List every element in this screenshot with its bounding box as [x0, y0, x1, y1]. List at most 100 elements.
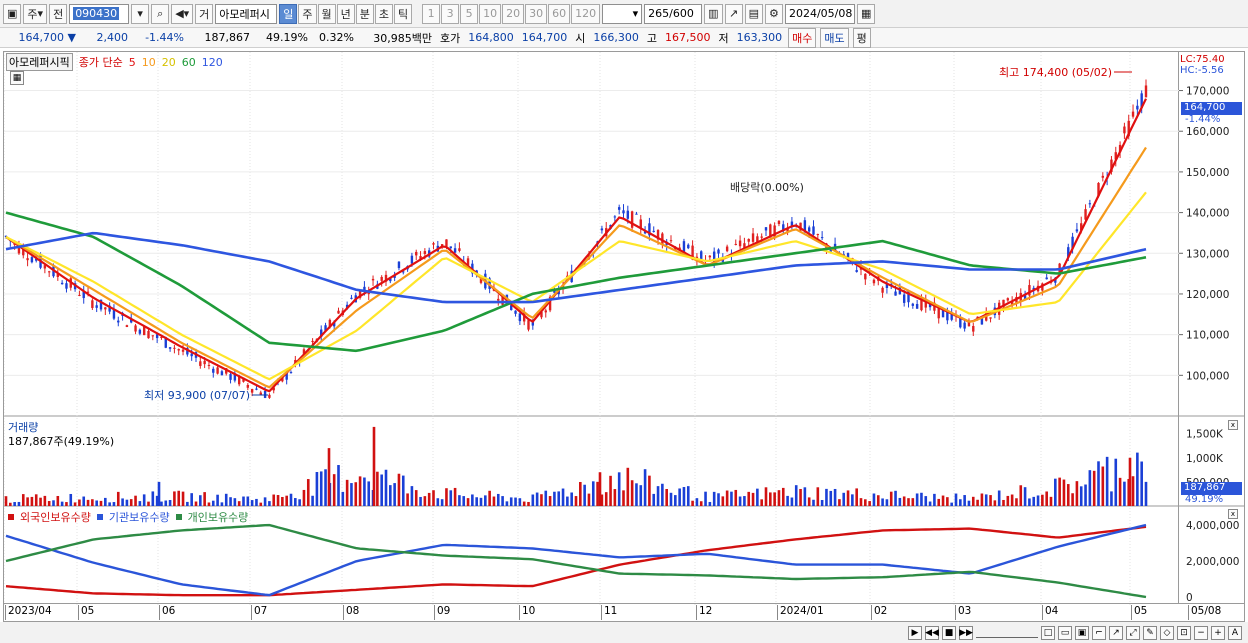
layout-icon[interactable]: ▣	[3, 3, 22, 24]
chart-canvas[interactable]: 최고 174,400 (05/02) 최저 93,900 (07/07) 배당락(0…	[4, 52, 1180, 605]
interval-button-5[interactable]: 30	[525, 3, 548, 24]
volume-bar	[557, 491, 561, 506]
candle-body	[743, 243, 746, 250]
chart-panel[interactable]: 최고 174,400 (05/02) 최저 93,900 (07/07) 배당락(0…	[3, 51, 1180, 605]
prev-button[interactable]: 전	[49, 3, 68, 24]
indicator-icon[interactable]: ↗	[724, 3, 743, 24]
gear-icon[interactable]: ⚙	[764, 3, 783, 24]
candle-body	[497, 298, 500, 301]
close-holding-icon[interactable]: x	[1228, 509, 1238, 519]
period-tab-0[interactable]: 일	[279, 3, 298, 24]
view-icon-3[interactable]: ▣	[1075, 625, 1089, 640]
volume-bar	[458, 495, 461, 506]
volume-bar	[432, 490, 435, 506]
view-icon-4[interactable]: ⌐	[1092, 625, 1106, 640]
volume-bar	[453, 487, 457, 506]
high-value: 167,500	[665, 31, 711, 44]
view-icon-2[interactable]: ▭	[1058, 625, 1072, 640]
buy-button[interactable]: 매수	[788, 27, 817, 48]
interval-button-6[interactable]: 60	[548, 3, 571, 24]
rewind-icon[interactable]: ◀◀	[925, 625, 939, 640]
stock-code-input[interactable]: 090430	[69, 3, 130, 24]
draw-icon-2[interactable]: ⤢	[1126, 625, 1140, 640]
volume-bar	[682, 487, 686, 506]
period-tab-1[interactable]: 주	[298, 3, 317, 24]
interval-button-0[interactable]: 1	[422, 3, 441, 24]
candle-body	[220, 371, 224, 376]
candle-body	[363, 286, 366, 291]
scroll-right-icon[interactable]: ▶	[908, 625, 922, 640]
sell-button[interactable]: 매도	[820, 27, 849, 48]
period-tab-5[interactable]: 초	[374, 3, 394, 24]
holding-line-0	[5, 525, 1147, 597]
interval-button-1[interactable]: 3	[441, 3, 460, 24]
draw-icon-5[interactable]: ⊡	[1177, 625, 1191, 640]
draw-icon-4[interactable]: ◇	[1160, 625, 1174, 640]
ma-legend-4: 120	[201, 55, 223, 69]
candle-icon[interactable]: ▥	[704, 3, 723, 24]
minus-icon[interactable]: −	[1194, 625, 1208, 640]
legend-label: 종가 단순	[78, 56, 123, 69]
candle-body	[82, 290, 85, 299]
volume-bar	[164, 500, 168, 506]
view-icon-1[interactable]: □	[1041, 625, 1055, 640]
grid-icon[interactable]: ▦	[10, 71, 24, 85]
stock-title[interactable]: 아모레퍼시픽	[6, 53, 73, 71]
period-tab-6[interactable]: 틱	[394, 3, 413, 24]
count-field[interactable]: 265/600	[644, 3, 703, 24]
volume-bar	[324, 469, 327, 506]
candle-body	[190, 353, 193, 357]
volume-bar	[799, 488, 802, 506]
period-tab-3[interactable]: 년	[336, 3, 355, 24]
candle-body	[760, 236, 763, 238]
volume-bar	[544, 490, 548, 506]
eval-button[interactable]: 평	[852, 27, 871, 48]
period-tab-4[interactable]: 분	[355, 3, 374, 24]
price-legend: 아모레퍼시픽 종가 단순 5 10 20 60 120	[6, 53, 223, 71]
volume-bar	[259, 502, 263, 506]
price-tick-label: 100,000	[1186, 370, 1229, 382]
close-volume-icon[interactable]: x	[1228, 420, 1238, 430]
stop-icon[interactable]: ■	[942, 625, 956, 640]
volume-bar	[242, 496, 245, 506]
interval-button-4[interactable]: 20	[502, 3, 525, 24]
volume-bar	[82, 496, 86, 506]
candle-body	[108, 305, 111, 312]
range-select[interactable]: ▾	[602, 3, 643, 24]
save-icon[interactable]: ▤	[744, 3, 763, 24]
volume-bar	[21, 494, 25, 506]
text-icon[interactable]: A	[1228, 625, 1242, 640]
volume-bar	[1144, 481, 1148, 506]
candle-body	[829, 249, 832, 252]
fast-forward-icon[interactable]: ▶▶	[959, 625, 973, 640]
account-button[interactable]: 거	[195, 3, 214, 24]
volume-bar	[691, 500, 694, 506]
candle-body	[289, 372, 293, 374]
draw-icon-3[interactable]: ✎	[1143, 625, 1157, 640]
speaker-icon[interactable]: ◀▾	[171, 3, 194, 24]
hoga-sell: 164,800	[468, 31, 514, 44]
volume-bar	[190, 493, 193, 506]
calendar-icon[interactable]: ▦	[856, 3, 876, 24]
volume-bar	[864, 499, 867, 506]
volume-bar	[976, 499, 979, 506]
code-dropdown-icon[interactable]: ▾	[131, 3, 150, 24]
volume-bar	[1092, 470, 1096, 506]
interval-button-7[interactable]: 120	[571, 3, 601, 24]
candle-body	[807, 227, 811, 232]
date-field[interactable]: 2024/05/08	[784, 3, 855, 24]
price-tick-label: 170,000	[1186, 86, 1229, 98]
search-icon[interactable]: ⌕	[151, 3, 170, 24]
hoga-buy: 164,700	[521, 31, 568, 44]
interval-button-2[interactable]: 5	[460, 3, 479, 24]
zoom-slider[interactable]	[976, 628, 1038, 638]
volume-spike	[157, 481, 161, 506]
candle-body	[203, 360, 206, 365]
plus-icon[interactable]: +	[1211, 625, 1225, 640]
holding-tick-label: 4,000,000	[1186, 520, 1239, 532]
period-tab-2[interactable]: 월	[317, 3, 336, 24]
volume-bar	[160, 501, 163, 506]
market-select[interactable]: 주 ▾	[23, 3, 48, 24]
draw-icon-1[interactable]: ↗	[1109, 625, 1123, 640]
interval-button-3[interactable]: 10	[479, 3, 502, 24]
